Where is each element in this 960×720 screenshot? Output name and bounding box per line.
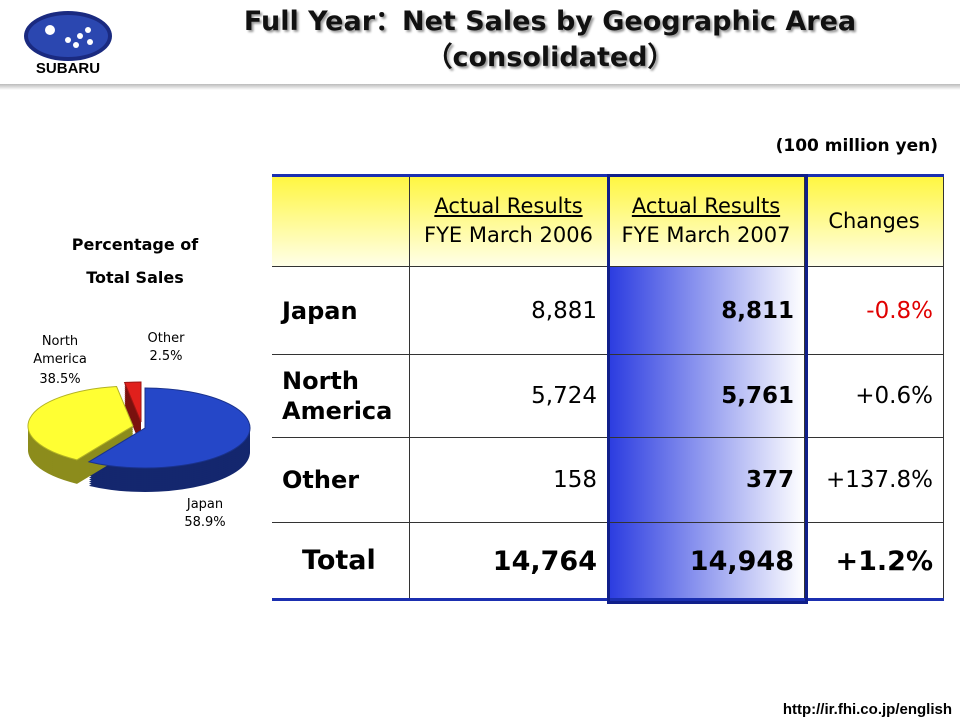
- pie-slice: [87, 387, 251, 469]
- value-cell: +1.2%: [805, 523, 944, 600]
- pie-slice: [27, 385, 134, 461]
- value-cell: 14,948: [608, 523, 805, 600]
- row-label: Japan: [272, 267, 410, 355]
- text: FYE March 2007: [621, 223, 791, 247]
- logo-inner: [28, 15, 108, 57]
- text: Changes: [828, 208, 920, 233]
- pie-title: Percentage of Total Sales: [71, 235, 199, 287]
- value-cell: 14,764: [410, 523, 608, 600]
- pie-slice: [123, 381, 142, 423]
- text: FYE March 2006: [424, 223, 593, 247]
- header-text: Actual Results FYE March 2006: [424, 192, 593, 250]
- header-cell: [272, 176, 410, 267]
- header-cell: Changes: [805, 176, 944, 267]
- text: Actual Results: [631, 194, 781, 218]
- title-block: Full Year：Net Sales by Geographic Area （…: [150, 4, 950, 76]
- header-cell: Actual Results FYE March 2006: [410, 176, 608, 267]
- header-band: [0, 84, 960, 90]
- pie-label: Other: [148, 331, 186, 346]
- value-cell: 377: [608, 438, 805, 523]
- value-cell: 5,761: [608, 355, 805, 438]
- header-cell: Actual Results FYE March 2007: [608, 176, 805, 267]
- logo-text: SUBARU: [36, 60, 100, 77]
- value-cell: -0.8%: [805, 267, 944, 355]
- value-cell: 5,724: [410, 355, 608, 438]
- highlight-frame: [607, 174, 808, 604]
- value-cell: +0.6%: [805, 355, 944, 438]
- value-cell: 158: [410, 438, 608, 523]
- row-label: Total: [272, 523, 410, 600]
- pie-label: Japan: [186, 497, 223, 512]
- header-text: Changes: [828, 207, 919, 236]
- logo-stars: [45, 25, 93, 48]
- pie-chart: Japan 58.9% North America 38.5% Other 2.5%: [27, 331, 251, 530]
- value-cell: 8,811: [608, 267, 805, 355]
- row-label: Other: [272, 438, 410, 523]
- header-text: Actual Results FYE March 2007: [622, 192, 791, 250]
- pie-label: 2.5%: [149, 349, 182, 364]
- text: Actual Results: [434, 194, 583, 218]
- value-cell: 8,881: [410, 267, 608, 355]
- title: Full Year：Net Sales by Geographic Area: [243, 6, 857, 37]
- footer-url: http://ir.fhi.co.jp/english: [782, 701, 952, 718]
- row-label: North America: [272, 355, 410, 438]
- pie-label: North America: [33, 334, 87, 367]
- subtitle: （consolidated）: [425, 42, 675, 73]
- value-cell: +137.8%: [805, 438, 944, 523]
- unit: (100 million yen): [775, 136, 938, 156]
- pie-label: 58.9%: [184, 515, 225, 530]
- pie-label: 38.5%: [39, 372, 80, 387]
